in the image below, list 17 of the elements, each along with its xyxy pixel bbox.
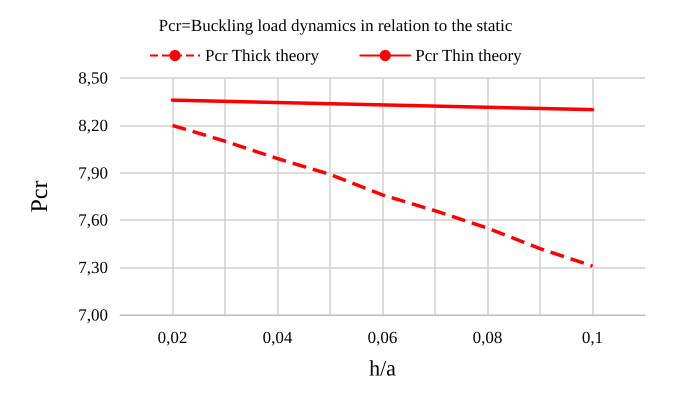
- y-tick-label: 7,90: [78, 163, 108, 182]
- x-axis-title: h/a: [369, 356, 396, 380]
- chart-title: Pcr=Buckling load dynamics in relation to the static: [158, 16, 513, 35]
- x-tick-label: 0,02: [158, 328, 188, 347]
- line-series: [170, 124, 594, 268]
- legend-label: Pcr Thick theory: [205, 46, 320, 65]
- x-tick-label: 0,1: [582, 328, 604, 347]
- y-tick-label: 7,00: [78, 306, 108, 324]
- y-tick-label: 8,50: [78, 68, 108, 88]
- y-tick-label: 7,60: [78, 210, 108, 230]
- x-tick-label: 0,08: [472, 328, 502, 347]
- y-tick-label: 8,20: [78, 116, 108, 135]
- x-tick-label: 0,04: [262, 328, 293, 347]
- x-tick-label: 0,06: [368, 328, 398, 347]
- y-tick-label: 7,30: [78, 258, 108, 278]
- y-axis-title: Pcr: [27, 180, 53, 212]
- legend-label: Pcr Thin theory: [415, 46, 522, 65]
